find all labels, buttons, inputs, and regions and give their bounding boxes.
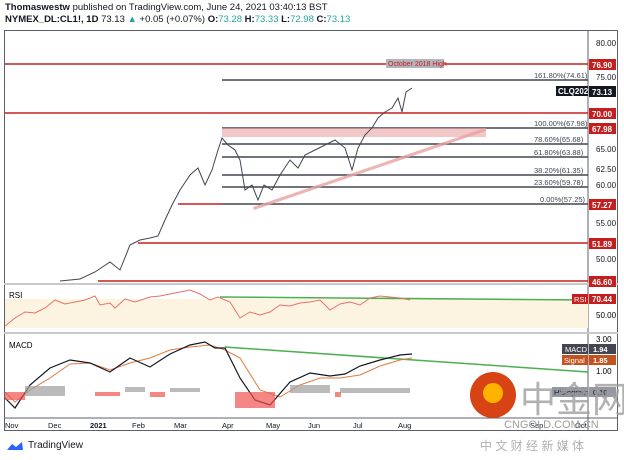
tag-symbol: CLQ2021 xyxy=(558,87,593,96)
macd-value: 1.94 xyxy=(593,345,608,354)
macd-tick-1: 1.00 xyxy=(596,367,612,376)
svg-text:62.50: 62.50 xyxy=(596,165,617,174)
author: Thomaswestw xyxy=(5,2,70,13)
rsi-title: RSI xyxy=(9,291,22,300)
svg-text:2021: 2021 xyxy=(90,421,107,430)
open-value: 73.28 xyxy=(218,14,243,25)
svg-text:61.80%(63.88): 61.80%(63.88) xyxy=(534,148,584,157)
low-value: 72.98 xyxy=(290,14,314,25)
tag-57-27: 57.27 xyxy=(592,201,613,210)
svg-text:中 文 财 经 新 媒 体: 中 文 财 经 新 媒 体 xyxy=(480,438,584,453)
svg-text:Jul: Jul xyxy=(353,421,363,430)
brand[interactable]: TradingView xyxy=(28,440,84,451)
macd-tick-3: 3.00 xyxy=(596,335,612,344)
histogram-value: 0.10 xyxy=(593,388,608,397)
tag-67-98: 67.98 xyxy=(592,125,613,134)
fib-labels: 161.80%(74.61) 100.00%(67.98) 78.60%(65.… xyxy=(534,71,588,204)
tag-46-60: 46.60 xyxy=(592,278,613,287)
rsi-value: 70.44 xyxy=(592,295,613,304)
oct-2018-label: October 2018 High xyxy=(388,61,447,68)
svg-text:60.00: 60.00 xyxy=(596,181,617,190)
close-label: C: xyxy=(316,14,327,25)
macd-tag: MACD xyxy=(565,345,588,354)
high-value: 73.33 xyxy=(254,14,279,25)
svg-text:23.60%(59.78): 23.60%(59.78) xyxy=(534,178,584,187)
chart-frame[interactable] xyxy=(4,30,618,431)
time-axis: Nov Dec 2021 Feb Mar Apr May Jun Jul Aug… xyxy=(5,421,588,430)
svg-text:Sep: Sep xyxy=(530,421,543,430)
up-arrow-icon: ▲ xyxy=(127,14,137,25)
svg-text:0.00%(57.25): 0.00%(57.25) xyxy=(540,195,586,204)
rsi-tag: RSI xyxy=(574,295,587,304)
svg-text:38.20%(61.35): 38.20%(61.35) xyxy=(534,166,584,175)
svg-text:100.00%(67.98): 100.00%(67.98) xyxy=(534,119,588,128)
svg-text:May: May xyxy=(266,421,280,430)
price-axis: 80.00 75.00 65.00 62.50 60.00 55.00 50.0… xyxy=(596,39,617,264)
footer: TradingView xyxy=(6,440,83,451)
svg-text:Mar: Mar xyxy=(174,421,187,430)
cngold-watermark: 中金网 CNGOLD.COM.CN 中 文 财 经 新 媒 体 xyxy=(468,370,624,460)
tradingview-logo-icon xyxy=(7,441,23,450)
symbol-line: NYMEX_DL:CL1!, 1D 73.13 ▲ +0.05 (+0.07%)… xyxy=(5,14,350,26)
svg-text:Aug: Aug xyxy=(398,421,411,430)
histogram-tag: Histogram xyxy=(554,388,588,397)
tag-70: 70.00 xyxy=(592,110,613,119)
macd-title: MACD xyxy=(9,341,33,350)
tag-76-90: 76.90 xyxy=(592,61,613,70)
svg-text:Jun: Jun xyxy=(308,421,320,430)
svg-text:Feb: Feb xyxy=(132,421,145,430)
close-value: 73.13 xyxy=(326,14,351,25)
published-text: published on TradingView.com, June 24, 2… xyxy=(69,2,328,13)
tag-51-89: 51.89 xyxy=(592,240,613,249)
last-price: 73.13 xyxy=(101,14,125,25)
svg-text:161.80%(74.61): 161.80%(74.61) xyxy=(534,71,588,80)
svg-text:78.60%(65.68): 78.60%(65.68) xyxy=(534,135,584,144)
svg-text:Dec: Dec xyxy=(48,421,62,430)
tag-last: 73.13 xyxy=(592,88,613,97)
svg-text:75.00: 75.00 xyxy=(596,73,617,82)
svg-text:Oct: Oct xyxy=(575,421,588,430)
symbol: NYMEX_DL:CL1!, 1D xyxy=(5,14,99,25)
svg-text:Nov: Nov xyxy=(5,421,19,430)
high-label: H: xyxy=(244,14,255,25)
svg-text:Apr: Apr xyxy=(222,421,234,430)
signal-tag: Signal xyxy=(564,356,585,365)
publish-line: Thomaswestw published on TradingView.com… xyxy=(5,2,328,14)
svg-text:80.00: 80.00 xyxy=(596,39,617,48)
svg-text:55.00: 55.00 xyxy=(596,219,617,228)
svg-text:中金网: 中金网 xyxy=(520,379,624,420)
signal-value: 1.85 xyxy=(593,356,608,365)
svg-text:CNGOLD.COM.CN: CNGOLD.COM.CN xyxy=(504,419,599,431)
svg-text:50.00: 50.00 xyxy=(596,255,617,264)
open-label: O: xyxy=(207,14,219,25)
change: +0.05 (+0.07%) xyxy=(139,14,206,25)
low-label: L: xyxy=(281,14,291,25)
rsi-tick: 50.00 xyxy=(596,311,617,320)
svg-text:65.00: 65.00 xyxy=(596,145,617,154)
